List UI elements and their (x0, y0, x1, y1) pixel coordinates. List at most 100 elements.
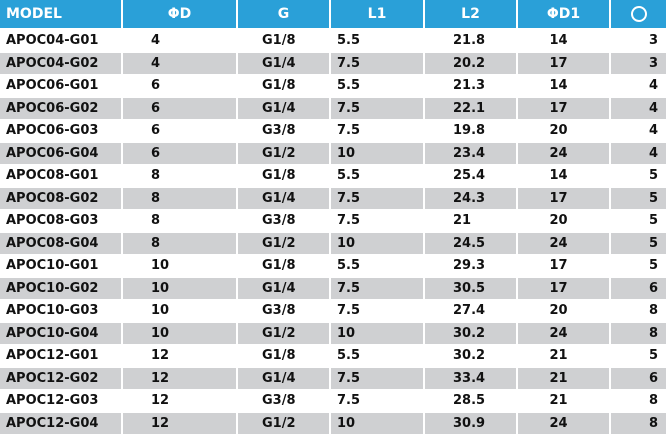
cell-l2: 20.2 (425, 52, 518, 75)
cell-l2: 24.5 (425, 232, 518, 255)
cell-l2: 30.2 (425, 322, 518, 345)
cell-od: 4 (123, 30, 238, 53)
cell-model: APOC12-G02 (0, 367, 123, 390)
cell-g: G1/8 (238, 255, 331, 278)
cell-model: APOC08-G02 (0, 187, 123, 210)
table-row: APOC10-G01 10 G1/8 5.5 29.3 17 5 (0, 255, 666, 278)
cell-od1: 24 (518, 142, 611, 165)
cell-od1: 17 (518, 187, 611, 210)
table-row: APOC08-G03 8 G3/8 7.5 21 20 5 (0, 210, 666, 233)
cell-g: G1/4 (238, 277, 331, 300)
cell-od: 12 (123, 390, 238, 413)
cell-od1: 24 (518, 322, 611, 345)
cell-od1: 17 (518, 255, 611, 278)
header-l2: L2 (425, 0, 518, 30)
cell-l1: 10 (331, 232, 425, 255)
cell-l1: 7.5 (331, 277, 425, 300)
cell-od: 8 (123, 210, 238, 233)
table-row: APOC06-G02 6 G1/4 7.5 22.1 17 4 (0, 97, 666, 120)
cell-model: APOC04-G02 (0, 52, 123, 75)
cell-g: G1/4 (238, 367, 331, 390)
cell-l1: 7.5 (331, 52, 425, 75)
cell-g: G1/8 (238, 165, 331, 188)
cell-od1: 17 (518, 52, 611, 75)
cell-od: 10 (123, 300, 238, 323)
cell-count: 4 (611, 97, 666, 120)
cell-od: 6 (123, 120, 238, 143)
cell-l2: 22.1 (425, 97, 518, 120)
cell-g: G1/4 (238, 52, 331, 75)
cell-l1: 7.5 (331, 187, 425, 210)
cell-model: APOC04-G01 (0, 30, 123, 53)
cell-model: APOC12-G01 (0, 345, 123, 368)
cell-model: APOC08-G03 (0, 210, 123, 233)
header-row: MODEL ΦD G L1 L2 ΦD1 (0, 0, 666, 30)
table-row: APOC12-G01 12 G1/8 5.5 30.2 21 5 (0, 345, 666, 368)
cell-g: G1/8 (238, 30, 331, 53)
cell-count: 5 (611, 255, 666, 278)
cell-od: 10 (123, 322, 238, 345)
cell-count: 3 (611, 52, 666, 75)
cell-model: APOC08-G01 (0, 165, 123, 188)
header-l1: L1 (331, 0, 425, 30)
cell-od1: 14 (518, 75, 611, 98)
cell-count: 5 (611, 232, 666, 255)
cell-l2: 27.4 (425, 300, 518, 323)
cell-od: 10 (123, 277, 238, 300)
cell-model: APOC06-G04 (0, 142, 123, 165)
cell-model: APOC10-G02 (0, 277, 123, 300)
cell-l1: 5.5 (331, 165, 425, 188)
cell-od: 6 (123, 97, 238, 120)
cell-l1: 7.5 (331, 97, 425, 120)
cell-model: APOC06-G02 (0, 97, 123, 120)
table-row: APOC12-G04 12 G1/2 10 30.9 24 8 (0, 412, 666, 435)
cell-model: APOC12-G03 (0, 390, 123, 413)
cell-od: 4 (123, 52, 238, 75)
table-row: APOC08-G02 8 G1/4 7.5 24.3 17 5 (0, 187, 666, 210)
cell-l1: 7.5 (331, 367, 425, 390)
cell-model: APOC10-G04 (0, 322, 123, 345)
table-row: APOC10-G04 10 G1/2 10 30.2 24 8 (0, 322, 666, 345)
cell-od1: 17 (518, 277, 611, 300)
cell-od: 12 (123, 367, 238, 390)
cell-od1: 21 (518, 390, 611, 413)
cell-od1: 17 (518, 97, 611, 120)
cell-model: APOC10-G03 (0, 300, 123, 323)
cell-od1: 20 (518, 210, 611, 233)
cell-count: 5 (611, 165, 666, 188)
table-row: APOC12-G03 12 G3/8 7.5 28.5 21 8 (0, 390, 666, 413)
cell-count: 4 (611, 142, 666, 165)
cell-l1: 7.5 (331, 210, 425, 233)
cell-l2: 24.3 (425, 187, 518, 210)
header-model: MODEL (0, 0, 123, 30)
cell-l2: 30.2 (425, 345, 518, 368)
cell-l2: 21 (425, 210, 518, 233)
cell-count: 8 (611, 412, 666, 435)
cell-model: APOC06-G01 (0, 75, 123, 98)
cell-g: G3/8 (238, 210, 331, 233)
cell-od1: 24 (518, 412, 611, 435)
cell-l1: 5.5 (331, 75, 425, 98)
cell-l1: 7.5 (331, 120, 425, 143)
cell-g: G1/4 (238, 97, 331, 120)
cell-l1: 5.5 (331, 255, 425, 278)
cell-l1: 7.5 (331, 390, 425, 413)
cell-count: 5 (611, 187, 666, 210)
cell-l2: 30.9 (425, 412, 518, 435)
cell-model: APOC10-G01 (0, 255, 123, 278)
cell-od1: 20 (518, 120, 611, 143)
cell-od1: 14 (518, 30, 611, 53)
cell-od: 6 (123, 142, 238, 165)
cell-od1: 20 (518, 300, 611, 323)
cell-g: G1/4 (238, 187, 331, 210)
header-circle (611, 0, 666, 30)
cell-l2: 19.8 (425, 120, 518, 143)
cell-count: 3 (611, 30, 666, 53)
cell-count: 8 (611, 390, 666, 413)
cell-count: 4 (611, 75, 666, 98)
cell-g: G1/8 (238, 75, 331, 98)
cell-model: APOC08-G04 (0, 232, 123, 255)
table-row: APOC06-G04 6 G1/2 10 23.4 24 4 (0, 142, 666, 165)
table-row: APOC06-G01 6 G1/8 5.5 21.3 14 4 (0, 75, 666, 98)
